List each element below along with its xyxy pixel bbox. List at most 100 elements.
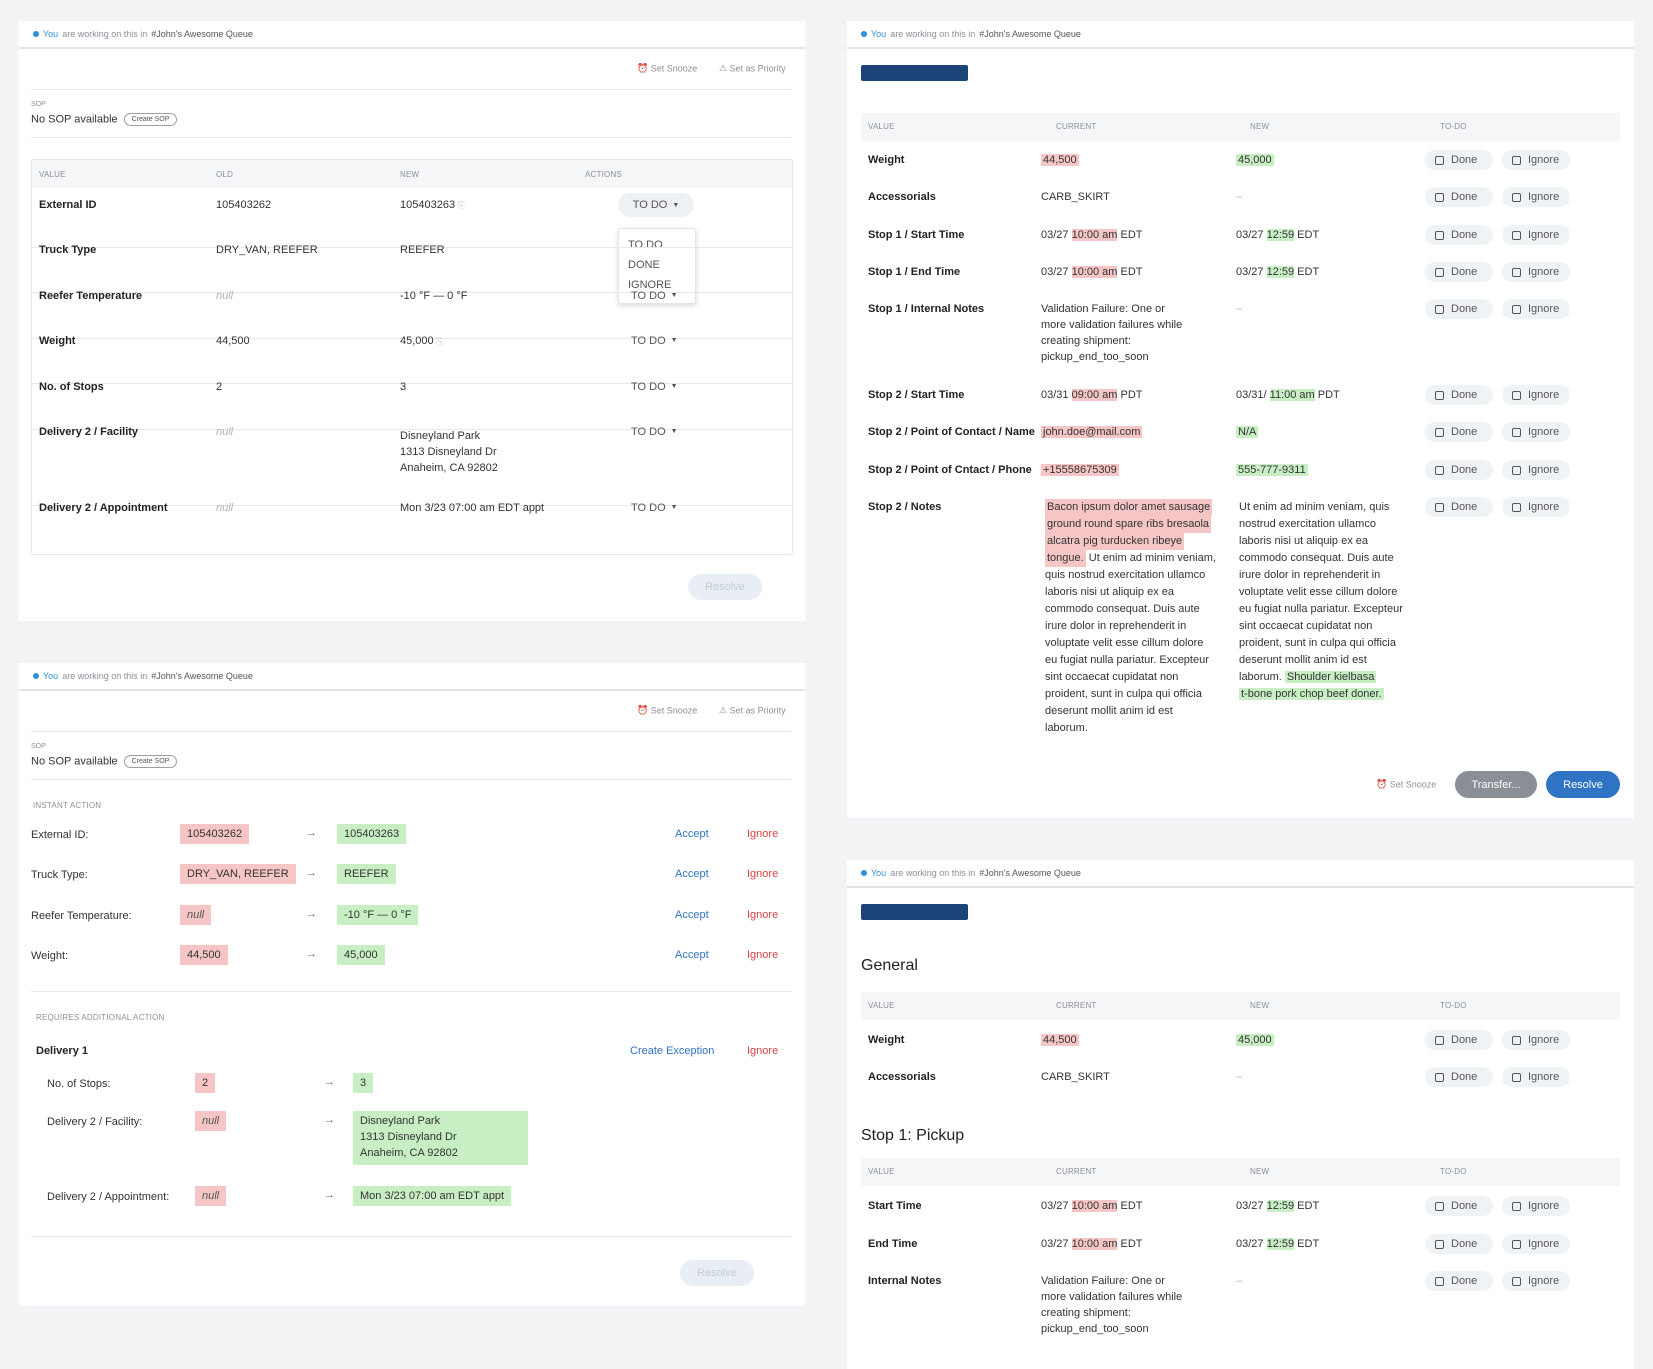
done-label: Done — [1451, 1071, 1478, 1083]
create-sop-button[interactable]: Create SOP — [123, 755, 178, 768]
checkbox-icon — [1435, 1276, 1444, 1286]
ignore-button[interactable]: Ignore — [747, 909, 779, 921]
row-old-value: null — [216, 426, 234, 438]
ignore-checkbox[interactable]: Ignore — [1502, 262, 1570, 282]
tz-text: EDT — [1117, 1200, 1143, 1212]
ignore-checkbox[interactable]: Ignore — [1502, 225, 1570, 245]
row-new-value: -10 °F — 0 °F — [400, 284, 467, 308]
ignore-checkbox[interactable]: Ignore — [1502, 385, 1570, 405]
panel-changes-table: You are working on this in #John's Aweso… — [19, 21, 805, 621]
banner-queue[interactable]: #John's Awesome Queue — [151, 29, 253, 39]
done-checkbox[interactable]: Done — [1425, 150, 1493, 170]
table-header-new: NEW — [400, 170, 420, 179]
date-text: 03/31/ — [1236, 389, 1270, 401]
done-checkbox[interactable]: Done — [1425, 460, 1493, 480]
notes-text: irure dolor in reprehenderit in — [1045, 620, 1187, 632]
new-value-text: 45,000 — [1236, 154, 1274, 166]
banner-queue[interactable]: #John's Awesome Queue — [979, 868, 1081, 878]
ignore-checkbox[interactable]: Ignore — [1502, 1067, 1570, 1087]
ignore-checkbox[interactable]: Ignore — [1502, 497, 1570, 517]
done-checkbox[interactable]: Done — [1425, 187, 1493, 207]
ignore-checkbox[interactable]: Ignore — [1502, 150, 1570, 170]
instant-field-label: Weight: — [31, 950, 69, 962]
ignore-button[interactable]: Ignore — [747, 949, 779, 961]
checkbox-icon — [1512, 390, 1521, 400]
table-header-old: OLD — [216, 170, 234, 179]
new-value-tag: -10 °F — 0 °F — [337, 905, 419, 925]
checkbox-icon — [1435, 192, 1444, 202]
set-snooze-button[interactable]: ⏰ Set Snooze — [1376, 779, 1437, 790]
done-checkbox[interactable]: Done — [1425, 1067, 1493, 1087]
resolve-button[interactable]: Resolve — [1546, 771, 1620, 798]
row-new-value: 3 — [400, 375, 406, 399]
ignore-checkbox[interactable]: Ignore — [1502, 1234, 1570, 1254]
status-dropdown[interactable]: TO DO ▼ — [631, 496, 678, 520]
row-value-label: Stop 1 / End Time — [868, 266, 961, 278]
ignore-button[interactable]: Ignore — [747, 828, 779, 840]
ignore-checkbox[interactable]: Ignore — [1502, 422, 1570, 442]
dropdown-option-todo[interactable]: TO DO — [628, 239, 663, 251]
banner-queue[interactable]: #John's Awesome Queue — [151, 671, 253, 681]
stop-header-new: NEW — [1250, 1167, 1270, 1176]
dropdown-option-done[interactable]: DONE — [628, 259, 660, 271]
done-checkbox[interactable]: Done — [1425, 299, 1493, 319]
row-new-value: 03/27 12:59 EDT — [1236, 1198, 1319, 1214]
checkbox-icon — [1512, 1239, 1521, 1249]
ignore-button[interactable]: Ignore — [747, 868, 779, 880]
ignore-checkbox[interactable]: Ignore — [1502, 1271, 1570, 1291]
resolve-button[interactable]: Resolve — [688, 574, 762, 600]
set-snooze-button[interactable]: ⏰ Set Snooze — [637, 63, 698, 74]
done-checkbox[interactable]: Done — [1425, 1196, 1493, 1216]
row-new-notes: Ut enim ad minim veniam, quis nostrud exe… — [1239, 501, 1403, 700]
set-priority-button[interactable]: ⚠ Set as Priority — [719, 705, 786, 716]
create-sop-button[interactable]: Create SOP — [123, 113, 178, 126]
done-checkbox[interactable]: Done — [1425, 1271, 1493, 1291]
set-snooze-button[interactable]: ⏰ Set Snooze — [637, 705, 698, 716]
notes-text: sint occaecat cupidatat non — [1045, 671, 1179, 683]
transfer-button[interactable]: Transfer... — [1455, 771, 1537, 798]
removed-text: ground round spare ribs bresaola — [1045, 516, 1212, 533]
set-priority-button[interactable]: ⚠ Set as Priority — [719, 63, 786, 74]
new-value-tag: 45,000 — [337, 945, 385, 965]
checkbox-icon — [1435, 427, 1444, 437]
resolve-button[interactable]: Resolve — [680, 1260, 754, 1286]
status-dropdown[interactable]: TO DO ▼ — [631, 284, 678, 308]
current-value-text: 44,500 — [1041, 1034, 1079, 1046]
added-text: Shoulder kielbasa — [1284, 671, 1377, 683]
ignore-delivery-button[interactable]: Ignore — [747, 1045, 779, 1057]
ignore-checkbox[interactable]: Ignore — [1502, 299, 1570, 319]
done-checkbox[interactable]: Done — [1425, 385, 1493, 405]
accept-button[interactable]: Accept — [675, 949, 709, 961]
ignore-checkbox[interactable]: Ignore — [1502, 187, 1570, 207]
accept-button[interactable]: Accept — [675, 909, 709, 921]
new-value-text: 555-777-9311 — [1236, 464, 1308, 476]
done-checkbox[interactable]: Done — [1425, 1234, 1493, 1254]
current-value-text: john.doe@mail.com — [1041, 426, 1143, 438]
tz-text: EDT — [1294, 229, 1320, 241]
create-exception-button[interactable]: Create Exception — [630, 1045, 715, 1057]
done-checkbox[interactable]: Done — [1425, 225, 1493, 245]
done-checkbox[interactable]: Done — [1425, 422, 1493, 442]
done-checkbox[interactable]: Done — [1425, 497, 1493, 517]
section-general-title: General — [861, 957, 918, 974]
accept-button[interactable]: Accept — [675, 828, 709, 840]
dropdown-option-ignore[interactable]: IGNORE — [628, 279, 672, 291]
accept-button[interactable]: Accept — [675, 868, 709, 880]
old-value-tag: 105403262 — [180, 824, 250, 844]
status-dropdown[interactable]: TO DO ▼ — [631, 420, 678, 444]
banner-queue[interactable]: #John's Awesome Queue — [979, 29, 1081, 39]
done-checkbox[interactable]: Done — [1425, 262, 1493, 282]
ignore-checkbox[interactable]: Ignore — [1502, 460, 1570, 480]
ignore-checkbox[interactable]: Ignore — [1502, 1030, 1570, 1050]
tz-text: EDT — [1294, 1238, 1320, 1250]
status-dropdown[interactable]: TO DO ▼ — [631, 375, 678, 399]
ignore-checkbox[interactable]: Ignore — [1502, 1196, 1570, 1216]
status-dropdown[interactable]: TO DO ▼ — [631, 329, 678, 353]
checkbox-icon — [1512, 502, 1521, 512]
new-value-text: -10 °F — 0 °F — [400, 290, 468, 302]
done-checkbox[interactable]: Done — [1425, 1030, 1493, 1050]
status-dropdown-open[interactable]: TO DO ▼ — [618, 193, 694, 217]
row-new-value: 105403263 ⎘ — [400, 193, 465, 217]
done-label: Done — [1451, 464, 1478, 476]
row-value-label: Weight — [39, 335, 76, 347]
